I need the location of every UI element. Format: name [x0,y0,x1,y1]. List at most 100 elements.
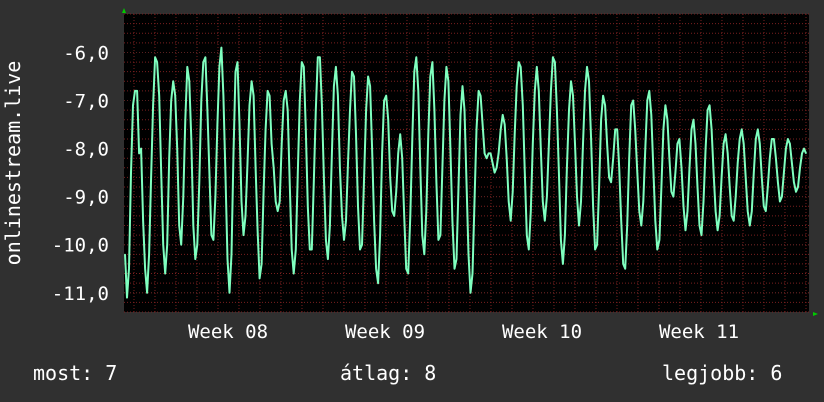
data-point [257,229,259,231]
data-point [357,205,359,207]
data-point [154,56,156,58]
data-point [727,152,729,154]
data-point [425,210,427,212]
data-point [335,66,337,68]
data-point [329,224,331,227]
data-point [204,56,206,58]
data-point [604,104,606,106]
data-point [307,205,309,207]
data-point [333,85,335,87]
data-point [234,71,237,73]
data-point [556,109,558,111]
data-point [238,123,241,126]
data-point [128,268,130,270]
data-point [686,210,689,212]
data-point [490,152,492,154]
data-point [680,167,683,169]
data-point [799,167,801,169]
data-point [616,128,618,130]
data-point [560,239,562,241]
data-point [775,157,777,159]
data-point [522,104,524,106]
x-axis-arrow [813,312,818,316]
data-point [301,61,303,63]
data-point [303,66,305,68]
data-point [413,71,415,73]
data-point [626,224,628,227]
data-point [405,268,407,270]
data-point [520,66,522,68]
data-point [365,109,367,111]
data-point [582,143,584,145]
data-point [277,210,279,212]
data-point [526,234,528,236]
data-point [224,172,226,174]
data-point [184,119,186,121]
data-point [648,90,650,92]
data-point [146,292,148,294]
y-tick-label: -8,0 [63,139,109,161]
y-tick-label: -7,0 [63,91,109,113]
data-point [267,90,269,92]
data-point [208,172,210,174]
data-point [763,205,765,207]
data-point [431,61,433,63]
data-point [749,224,751,227]
data-point [719,215,721,217]
data-point [656,248,658,251]
data-point [214,196,216,198]
data-point [702,200,705,203]
data-point [478,90,480,92]
data-point [480,95,482,97]
data-point [445,66,447,68]
data-point [132,104,134,106]
data-point [381,152,383,154]
data-point [538,90,540,92]
data-point [678,138,681,140]
data-point [242,234,245,236]
data-point [518,61,520,63]
data-point [180,244,182,246]
data-point [291,248,293,251]
data-point [283,99,285,102]
data-point [598,186,600,188]
data-point [395,191,397,193]
data-point [721,176,723,178]
y-tick-label: -10,0 [52,235,109,257]
data-point [576,196,578,198]
data-point [771,138,773,140]
data-point [473,200,476,203]
data-point [246,162,249,164]
data-point [707,109,709,111]
data-point [212,239,214,241]
data-point [351,71,353,73]
data-point [475,128,478,130]
data-point [492,162,494,164]
data-point [512,191,514,193]
x-tick-label: Week 09 [345,321,425,343]
data-point [486,157,488,159]
data-point [379,234,381,236]
data-point [253,95,255,97]
data-point [461,85,464,87]
data-point [672,196,675,198]
data-point [359,248,361,251]
data-point [200,99,202,102]
data-point [140,148,142,150]
data-point [606,143,608,145]
data-point [455,258,458,260]
data-point [287,109,289,111]
data-point [542,200,544,203]
data-point [711,128,713,130]
data-point [674,172,677,174]
data-point [343,239,345,241]
data-point [409,215,411,217]
data-point [186,66,188,68]
data-point [160,172,162,174]
data-point [612,157,614,159]
data-point [222,95,224,97]
data-point [725,133,727,135]
data-point [451,220,453,222]
data-point [194,258,196,260]
data-point [232,152,235,154]
